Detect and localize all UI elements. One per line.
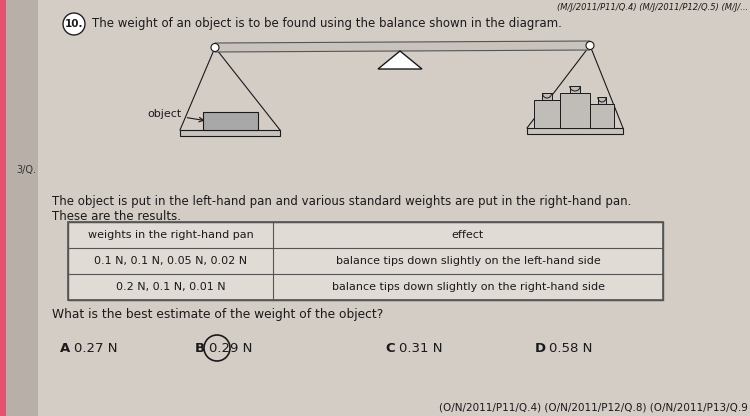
Polygon shape [215, 41, 590, 52]
Text: weights in the right-hand pan: weights in the right-hand pan [88, 230, 254, 240]
Bar [560, 93, 590, 128]
Text: 0.29 N: 0.29 N [209, 342, 252, 354]
Text: The weight of an object is to be found using the balance shown in the diagram.: The weight of an object is to be found u… [92, 17, 562, 30]
Bar [68, 222, 663, 300]
Text: (O/N/2011/P11/Q.4) (O/N/2011/P12/Q.8) (O/N/2011/P13/Q.9: (O/N/2011/P11/Q.4) (O/N/2011/P12/Q.8) (O… [440, 402, 748, 412]
Text: (M/J/2011/P11/Q.4) (M/J/2011/P12/Q.5) (M/J/...: (M/J/2011/P11/Q.4) (M/J/2011/P12/Q.5) (M… [556, 3, 748, 12]
Bar [527, 128, 623, 134]
Text: These are the results.: These are the results. [52, 210, 181, 223]
Text: The object is put in the left-hand pan and various standard weights are put in t: The object is put in the left-hand pan a… [52, 195, 631, 208]
Text: 0.1 N, 0.1 N, 0.05 N, 0.02 N: 0.1 N, 0.1 N, 0.05 N, 0.02 N [94, 256, 247, 266]
Text: 10.: 10. [64, 19, 83, 29]
Text: D: D [535, 342, 546, 354]
Text: B: B [195, 342, 205, 354]
Text: 0.58 N: 0.58 N [549, 342, 592, 354]
Polygon shape [378, 51, 422, 69]
Bar [180, 130, 280, 136]
Text: C: C [385, 342, 394, 354]
Text: balance tips down slightly on the right-hand side: balance tips down slightly on the right-… [332, 282, 604, 292]
Bar [68, 222, 663, 300]
Text: balance tips down slightly on the left-hand side: balance tips down slightly on the left-h… [336, 256, 600, 266]
Text: object: object [148, 109, 203, 122]
Bar [542, 93, 551, 100]
Text: What is the best estimate of the weight of the object?: What is the best estimate of the weight … [52, 308, 383, 321]
Text: A: A [60, 342, 70, 354]
Text: 0.31 N: 0.31 N [399, 342, 442, 354]
Text: 0.2 N, 0.1 N, 0.01 N: 0.2 N, 0.1 N, 0.01 N [116, 282, 225, 292]
Bar [598, 97, 606, 104]
Bar [0, 0, 6, 416]
Bar [534, 100, 560, 128]
Text: 3/Q.: 3/Q. [16, 165, 36, 175]
Bar [202, 112, 257, 130]
Circle shape [586, 42, 594, 50]
Text: 0.27 N: 0.27 N [74, 342, 118, 354]
Circle shape [211, 44, 219, 52]
Text: effect: effect [452, 230, 484, 240]
Circle shape [63, 13, 85, 35]
Bar [590, 104, 614, 128]
Bar [570, 86, 580, 93]
Bar [6, 0, 38, 416]
